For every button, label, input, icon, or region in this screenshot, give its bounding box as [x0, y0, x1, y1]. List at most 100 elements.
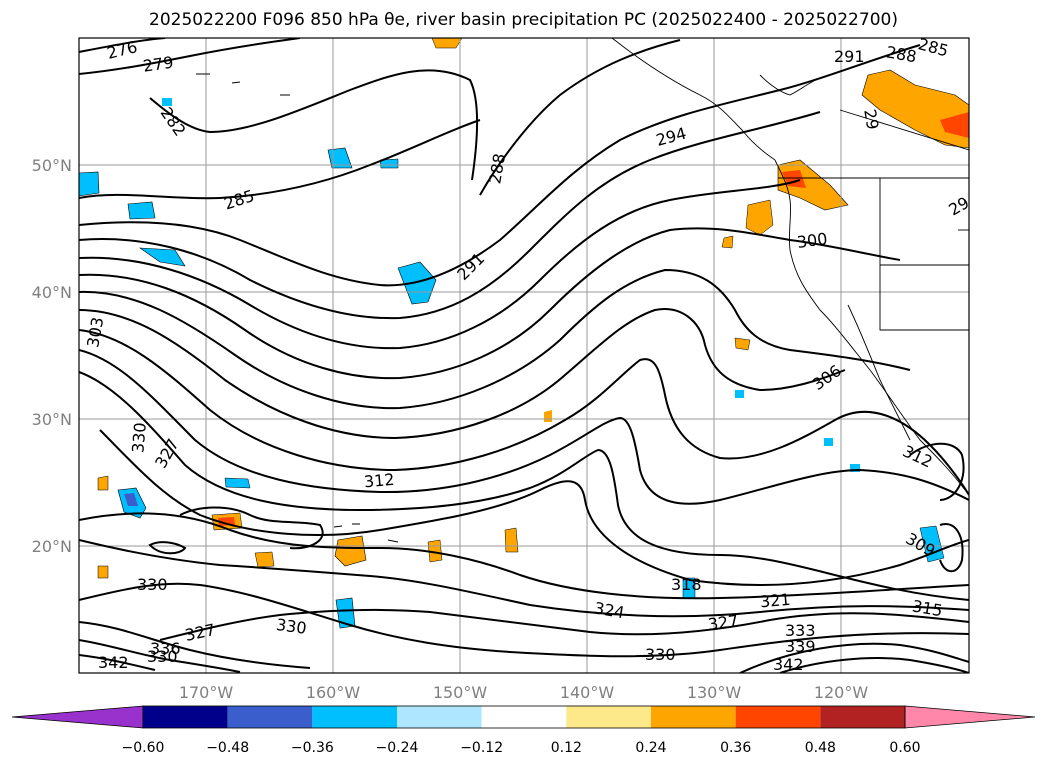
contour-label: 336 — [150, 639, 181, 658]
contour-330 — [79, 582, 969, 658]
colorbar-extend-right — [904, 705, 1036, 729]
contour-321 — [79, 512, 969, 600]
contour-336 — [79, 639, 241, 673]
lon-label: 150°W — [433, 683, 488, 702]
contour-wiggle-2 — [148, 541, 187, 555]
colorbar-swatch — [735, 706, 821, 728]
contour-label: 29 — [945, 193, 972, 220]
colorbar-tick-label: 0.48 — [805, 740, 836, 756]
contour-label: 291 — [834, 47, 865, 66]
contour-279 — [79, 38, 301, 75]
contour-315 — [79, 371, 969, 601]
contour-label: 342 — [773, 655, 804, 674]
contour-291 — [79, 44, 921, 287]
contour-label: 321 — [759, 590, 791, 612]
colorbar-tick-label: −0.48 — [206, 740, 249, 756]
map-plot-area: 276 279 282 285 288 291 288 291 294 300 … — [79, 34, 972, 674]
precip-negative-3 — [138, 247, 186, 267]
precip-negative-2 — [127, 201, 156, 220]
colorbar: −0.60 −0.48 −0.36 −0.24 −0.12 0.12 0.24 0.36 0.4… — [11, 705, 1036, 756]
precip-positive-baja — [734, 337, 751, 351]
precip-negative-11 — [919, 525, 945, 563]
colorbar-swatch — [566, 706, 651, 728]
contour-label: 330 — [128, 422, 150, 454]
contour-label: 300 — [796, 229, 829, 252]
colorbar-tick-label: 0.36 — [720, 740, 751, 756]
contour-label: 330 — [645, 645, 676, 664]
colorbar-tick-label: 0.12 — [551, 740, 582, 756]
precip-positive-top — [431, 38, 463, 49]
contour-327 — [159, 608, 969, 641]
colorbar-swatch — [651, 706, 736, 728]
contour-label: 279 — [142, 53, 175, 76]
contour-south-east2 — [779, 657, 969, 673]
precip-negative-15 — [162, 98, 172, 106]
precip-negative-13 — [824, 438, 833, 446]
colorbar-tick-label: 0.24 — [635, 740, 666, 756]
precip-negative-1 — [79, 171, 100, 197]
colorbar-tick-label: −0.12 — [460, 740, 503, 756]
colorbar-swatch — [227, 706, 313, 728]
precip-negative-4 — [327, 147, 353, 169]
colorbar-extend-left — [11, 705, 144, 729]
contour-wiggle-4 — [939, 523, 964, 573]
contour-label: 342 — [98, 653, 129, 672]
contour-label: 330 — [275, 615, 308, 638]
precip-positive-west4 — [97, 565, 109, 579]
contour-labels: 276 279 282 285 288 291 288 291 294 300 … — [83, 34, 972, 674]
latitude-labels: 50°N 40°N 30°N 20°N — [32, 156, 72, 556]
contour-288-a — [479, 39, 681, 196]
contour-wiggle-1 — [179, 506, 324, 550]
contour-318 — [99, 429, 969, 586]
colorbar-swatch — [312, 706, 397, 728]
longitude-labels: 170°W 160°W 150°W 140°W 130°W 120°W — [179, 683, 869, 702]
contour-282 — [149, 69, 478, 181]
lon-label: 160°W — [306, 683, 361, 702]
contour-label: 327 — [707, 611, 740, 634]
precip-negative-6 — [397, 261, 437, 305]
contour-label: 333 — [785, 621, 816, 640]
contour-294 — [79, 111, 821, 320]
contour-label: 330 — [147, 647, 178, 666]
colorbar-swatch — [481, 706, 567, 728]
precip-positive-ca — [721, 235, 734, 249]
contour-297 — [79, 179, 801, 350]
precip-positive-mid — [544, 410, 552, 422]
contour-south-east — [739, 642, 969, 673]
colorbar-tick-labels: −0.60 −0.48 −0.36 −0.24 −0.12 0.12 0.24 0.36 0.4… — [122, 740, 921, 756]
precip-negative-12 — [735, 390, 744, 398]
lon-label: 170°W — [179, 683, 234, 702]
colorbar-swatch — [820, 706, 905, 728]
lon-label: 140°W — [560, 683, 615, 702]
lat-label: 30°N — [32, 410, 72, 429]
map-frame — [78, 37, 970, 674]
lat-label: 40°N — [32, 283, 72, 302]
precip-negative-7-core — [124, 493, 138, 506]
contour-wiggle-3 — [909, 442, 965, 501]
precip-positive-west3 — [97, 475, 109, 491]
colorbar-swatch — [397, 706, 482, 728]
lat-label: 20°N — [32, 537, 72, 556]
contour-339 — [79, 654, 156, 671]
precip-positive-west2 — [254, 551, 275, 568]
contour-306 — [79, 308, 846, 440]
contour-label: 318 — [671, 575, 702, 594]
lon-label: 120°W — [814, 683, 869, 702]
precip-positive-or — [745, 199, 774, 236]
contour-285 — [79, 119, 481, 200]
map-title: 2025022200 F096 850 hPa θe, river basin … — [149, 10, 898, 30]
precip-positive-hawaii — [334, 535, 367, 567]
contour-label: 285 — [916, 34, 950, 60]
precip-negative-8 — [224, 477, 251, 489]
precip-positive-west1-core — [218, 517, 235, 526]
precip-positive-hawaii3 — [504, 527, 519, 553]
contour-label: 29 — [860, 108, 882, 131]
precip-positive-canada — [861, 69, 969, 149]
colorbar-swatches — [11, 705, 1036, 729]
contour-333 — [79, 621, 311, 669]
contour-label: 339 — [785, 637, 816, 656]
contour-276 — [79, 38, 166, 53]
contour-300 — [79, 227, 901, 380]
colorbar-frame — [142, 705, 906, 729]
